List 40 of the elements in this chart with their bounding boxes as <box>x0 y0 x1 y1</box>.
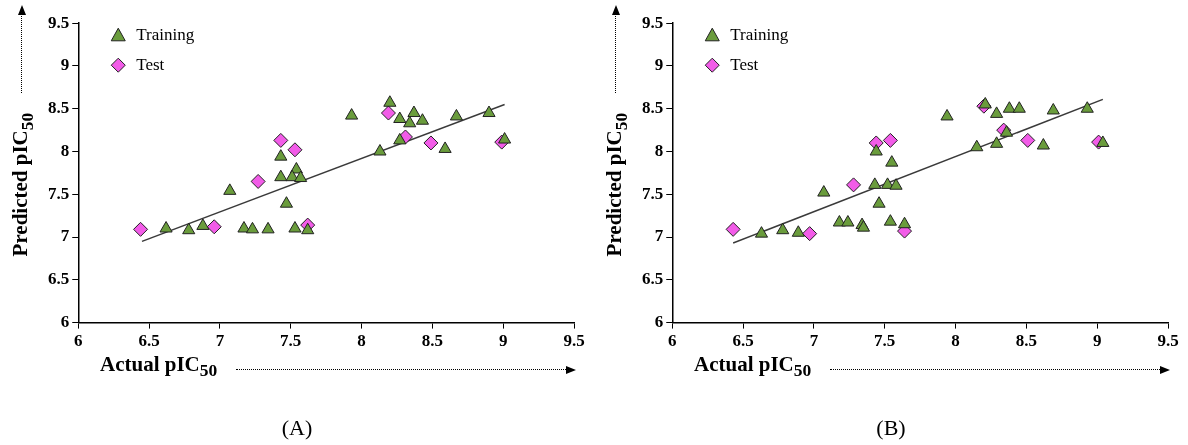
x-tick-label: 6.5 <box>138 331 160 351</box>
x-tick-label: 6.5 <box>732 331 754 351</box>
x-tick-label: 8 <box>357 331 366 351</box>
text: (A) <box>280 415 314 441</box>
legend-label: Test <box>730 54 759 74</box>
x-tick-label: 9.5 <box>563 331 585 351</box>
x-tick-label: 6 <box>668 331 677 351</box>
y-tick-label: 9 <box>60 55 70 75</box>
x-tick-label: 7.5 <box>874 331 896 351</box>
x-tick-label: 9 <box>498 331 508 351</box>
legend-label: Training <box>136 24 195 44</box>
x-tick-label: 8.5 <box>1015 331 1037 351</box>
x-tick-label: 9.5 <box>1157 331 1179 351</box>
legend-label: Test <box>136 54 165 74</box>
y-tick-label: 9 <box>654 55 664 75</box>
x-tick-label: 7 <box>809 331 819 351</box>
x-tick-label: 8.5 <box>421 331 443 351</box>
y-tick-label: 6 <box>654 311 664 331</box>
x-tick-label: 7.5 <box>280 331 302 351</box>
y-tick-label: 9.5 <box>48 12 70 32</box>
y-tick-label: 6.5 <box>48 269 70 289</box>
x-tick-label: 7 <box>215 331 225 351</box>
y-tick-label: 9.5 <box>642 12 664 32</box>
y-tick-label: 6.5 <box>642 269 664 289</box>
y-tick-label: 6 <box>60 311 70 331</box>
y-tick-label: 7 <box>60 226 70 246</box>
y-tick-label: 8 <box>654 140 664 160</box>
y-tick-label: 8 <box>60 140 70 160</box>
x-tick-label: 8 <box>951 331 960 351</box>
legend-label: Training <box>730 24 789 44</box>
y-tick-label: 8.5 <box>642 98 664 118</box>
x-tick-label: 9 <box>1092 331 1102 351</box>
x-axis-title: Actual pIC$_{50}$ <box>694 352 812 382</box>
y-tick-label: 7.5 <box>642 183 664 203</box>
y-tick-label: 8.5 <box>48 98 70 118</box>
text: (B) <box>875 415 907 441</box>
y-tick-label: 7 <box>654 226 664 246</box>
y-tick-label: 7.5 <box>48 183 70 203</box>
x-axis-title: Actual pIC$_{50}$ <box>100 352 218 382</box>
x-tick-label: 6 <box>74 331 83 351</box>
